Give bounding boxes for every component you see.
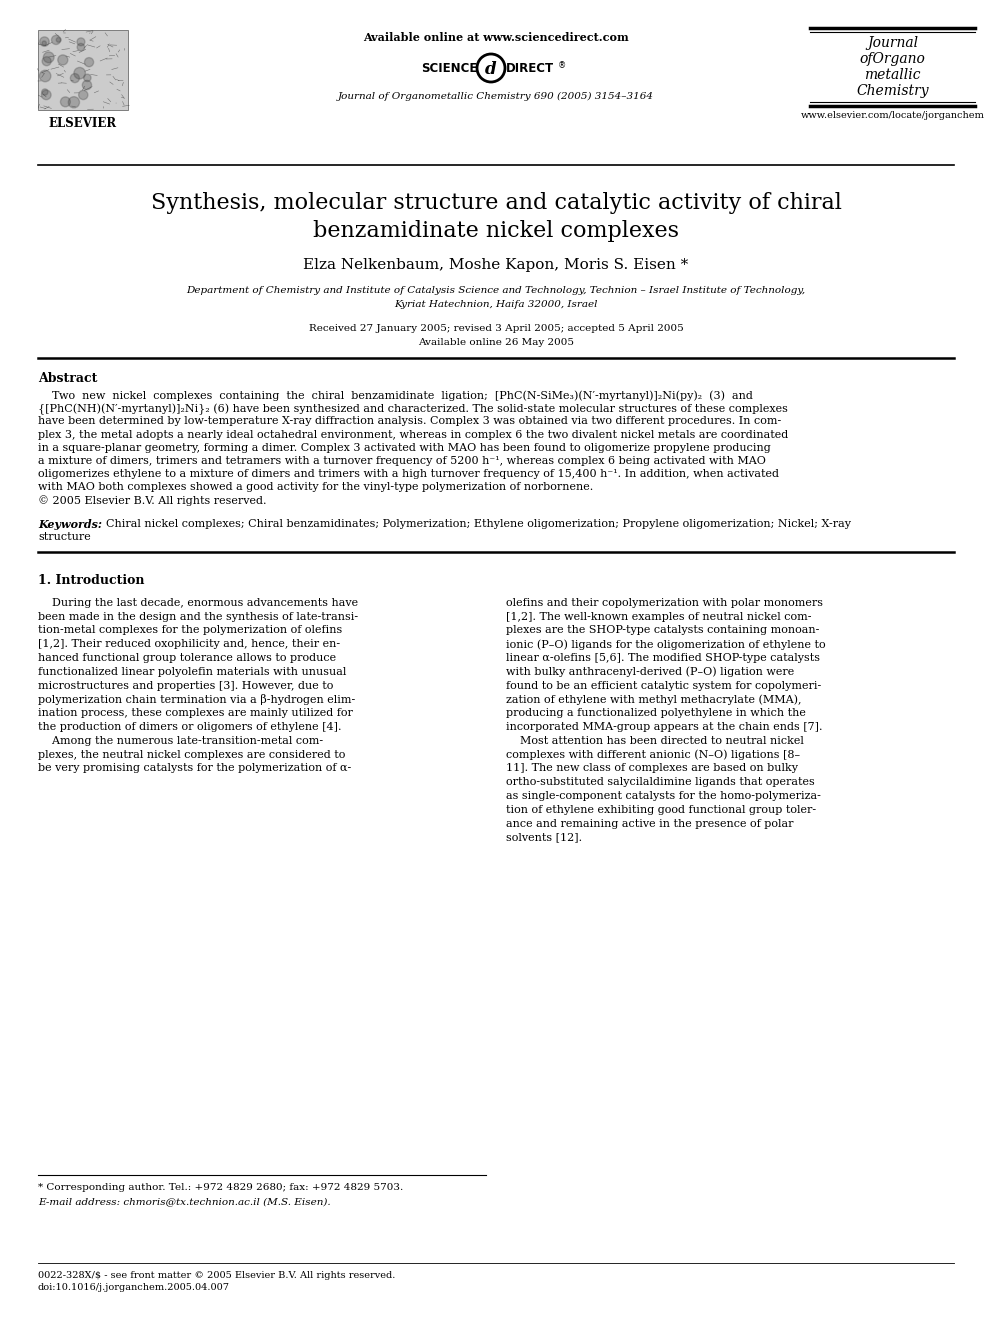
Text: Journal of Organometallic Chemistry 690 (2005) 3154–3164: Journal of Organometallic Chemistry 690 … [338, 93, 654, 101]
Text: SCIENCE: SCIENCE [421, 62, 477, 75]
Circle shape [58, 54, 67, 65]
Text: metallic: metallic [864, 67, 921, 82]
Circle shape [42, 41, 47, 45]
Circle shape [42, 90, 51, 99]
Text: [1,2]. Their reduced oxophilicity and, hence, their en-: [1,2]. Their reduced oxophilicity and, h… [38, 639, 340, 650]
Text: Elza Nelkenbaum, Moshe Kapon, Moris S. Eisen *: Elza Nelkenbaum, Moshe Kapon, Moris S. E… [304, 258, 688, 273]
Text: found to be an efficient catalytic system for copolymeri-: found to be an efficient catalytic syste… [506, 680, 821, 691]
Text: DIRECT: DIRECT [506, 62, 555, 75]
Text: [1,2]. The well-known examples of neutral nickel com-: [1,2]. The well-known examples of neutra… [506, 611, 811, 622]
Text: the production of dimers or oligomers of ethylene [4].: the production of dimers or oligomers of… [38, 722, 341, 732]
Text: olefins and their copolymerization with polar monomers: olefins and their copolymerization with … [506, 598, 823, 607]
Text: a mixture of dimers, trimers and tetramers with a turnover frequency of 5200 h⁻¹: a mixture of dimers, trimers and tetrame… [38, 456, 766, 466]
Circle shape [61, 97, 70, 107]
Circle shape [83, 74, 91, 82]
Text: Journal: Journal [867, 36, 918, 50]
Text: have been determined by low-temperature X-ray diffraction analysis. Complex 3 wa: have been determined by low-temperature … [38, 417, 782, 426]
Text: ance and remaining active in the presence of polar: ance and remaining active in the presenc… [506, 819, 794, 828]
Circle shape [70, 74, 79, 82]
Text: * Corresponding author. Tel.: +972 4829 2680; fax: +972 4829 5703.: * Corresponding author. Tel.: +972 4829 … [38, 1183, 404, 1192]
Text: linear α-olefins [5,6]. The modified SHOP-type catalysts: linear α-olefins [5,6]. The modified SHO… [506, 654, 820, 663]
Text: Available online 26 May 2005: Available online 26 May 2005 [418, 337, 574, 347]
Text: 0022-328X/$ - see front matter © 2005 Elsevier B.V. All rights reserved.: 0022-328X/$ - see front matter © 2005 El… [38, 1271, 396, 1279]
Circle shape [82, 81, 91, 90]
Text: tion of ethylene exhibiting good functional group toler-: tion of ethylene exhibiting good functio… [506, 804, 816, 815]
Text: zation of ethylene with methyl methacrylate (MMA),: zation of ethylene with methyl methacryl… [506, 695, 802, 705]
Text: producing a functionalized polyethylene in which the: producing a functionalized polyethylene … [506, 708, 806, 718]
Circle shape [68, 97, 79, 108]
Circle shape [73, 67, 85, 79]
Circle shape [42, 89, 48, 95]
Text: as single-component catalysts for the homo-polymeriza-: as single-component catalysts for the ho… [506, 791, 820, 800]
Text: in a square-planar geometry, forming a dimer. Complex 3 activated with MAO has b: in a square-planar geometry, forming a d… [38, 443, 771, 452]
Text: complexes with different anionic (N–O) ligations [8–: complexes with different anionic (N–O) l… [506, 750, 801, 761]
Text: Two  new  nickel  complexes  containing  the  chiral  benzamidinate  ligation;  : Two new nickel complexes containing the … [38, 390, 753, 401]
Text: Received 27 January 2005; revised 3 April 2005; accepted 5 April 2005: Received 27 January 2005; revised 3 Apri… [309, 324, 683, 333]
Text: Kyriat Hatechnion, Haifa 32000, Israel: Kyriat Hatechnion, Haifa 32000, Israel [394, 300, 598, 310]
Text: ofOrgano: ofOrgano [859, 52, 926, 66]
Circle shape [57, 37, 62, 42]
Text: © 2005 Elsevier B.V. All rights reserved.: © 2005 Elsevier B.V. All rights reserved… [38, 496, 267, 507]
Circle shape [84, 58, 93, 66]
Circle shape [77, 38, 85, 46]
Text: structure: structure [38, 532, 90, 542]
Circle shape [40, 37, 50, 46]
Text: functionalized linear polyolefin materials with unusual: functionalized linear polyolefin materia… [38, 667, 346, 677]
Text: with bulky anthracenyl-derived (P–O) ligation were: with bulky anthracenyl-derived (P–O) lig… [506, 667, 795, 677]
Text: ortho-substituted salycilaldimine ligands that operates: ortho-substituted salycilaldimine ligand… [506, 777, 814, 787]
Text: plexes are the SHOP-type catalysts containing monoan-: plexes are the SHOP-type catalysts conta… [506, 626, 819, 635]
Text: d: d [485, 61, 497, 78]
Text: ELSEVIER: ELSEVIER [49, 116, 117, 130]
Text: 1. Introduction: 1. Introduction [38, 574, 145, 587]
Text: E-mail address: chmoris@tx.technion.ac.il (M.S. Eisen).: E-mail address: chmoris@tx.technion.ac.i… [38, 1197, 330, 1207]
Text: benzamidinate nickel complexes: benzamidinate nickel complexes [313, 220, 679, 242]
Text: Department of Chemistry and Institute of Catalysis Science and Technology, Techn: Department of Chemistry and Institute of… [186, 286, 806, 295]
Text: plexes, the neutral nickel complexes are considered to: plexes, the neutral nickel complexes are… [38, 750, 345, 759]
Text: plex 3, the metal adopts a nearly ideal octahedral environment, whereas in compl: plex 3, the metal adopts a nearly ideal … [38, 430, 789, 439]
Text: Among the numerous late-transition-metal com-: Among the numerous late-transition-metal… [38, 736, 323, 746]
Circle shape [42, 57, 52, 66]
Text: Available online at www.sciencedirect.com: Available online at www.sciencedirect.co… [363, 32, 629, 44]
Text: ination process, these complexes are mainly utilized for: ination process, these complexes are mai… [38, 708, 353, 718]
Text: oligomerizes ethylene to a mixture of dimers and trimers with a high turnover fr: oligomerizes ethylene to a mixture of di… [38, 470, 779, 479]
Text: with MAO both complexes showed a good activity for the vinyl-type polymerization: with MAO both complexes showed a good ac… [38, 483, 593, 492]
Text: incorporated MMA-group appears at the chain ends [7].: incorporated MMA-group appears at the ch… [506, 722, 822, 732]
Text: {[PhC(NH)(N′-myrtanyl)]₂Ni}₂ (6) have been synthesized and characterized. The so: {[PhC(NH)(N′-myrtanyl)]₂Ni}₂ (6) have be… [38, 404, 788, 414]
Circle shape [52, 36, 61, 45]
Text: ionic (P–O) ligands for the oligomerization of ethylene to: ionic (P–O) ligands for the oligomerizat… [506, 639, 825, 650]
Text: 11]. The new class of complexes are based on bulky: 11]. The new class of complexes are base… [506, 763, 798, 774]
Text: been made in the design and the synthesis of late-transi-: been made in the design and the synthesi… [38, 611, 358, 622]
Text: ®: ® [558, 61, 566, 70]
Text: doi:10.1016/j.jorganchem.2005.04.007: doi:10.1016/j.jorganchem.2005.04.007 [38, 1283, 230, 1293]
Text: www.elsevier.com/locate/jorganchem: www.elsevier.com/locate/jorganchem [801, 111, 984, 120]
Circle shape [44, 52, 55, 62]
Text: tion-metal complexes for the polymerization of olefins: tion-metal complexes for the polymerizat… [38, 626, 342, 635]
Text: Keywords:: Keywords: [38, 519, 102, 529]
Text: be very promising catalysts for the polymerization of α-: be very promising catalysts for the poly… [38, 763, 351, 774]
Text: Chemistry: Chemistry [856, 83, 929, 98]
Text: Most attention has been directed to neutral nickel: Most attention has been directed to neut… [506, 736, 804, 746]
Text: During the last decade, enormous advancements have: During the last decade, enormous advance… [38, 598, 358, 607]
Text: Abstract: Abstract [38, 372, 97, 385]
Text: Synthesis, molecular structure and catalytic activity of chiral: Synthesis, molecular structure and catal… [151, 192, 841, 214]
Circle shape [78, 90, 88, 99]
Text: hanced functional group tolerance allows to produce: hanced functional group tolerance allows… [38, 654, 336, 663]
Text: Chiral nickel complexes; Chiral benzamidinates; Polymerization; Ethylene oligome: Chiral nickel complexes; Chiral benzamid… [106, 519, 851, 529]
Text: polymerization chain termination via a β-hydrogen elim-: polymerization chain termination via a β… [38, 695, 355, 705]
Text: microstructures and properties [3]. However, due to: microstructures and properties [3]. Howe… [38, 680, 333, 691]
Circle shape [40, 70, 51, 82]
Bar [38, 30, 128, 110]
Circle shape [77, 44, 84, 50]
Text: solvents [12].: solvents [12]. [506, 832, 582, 843]
